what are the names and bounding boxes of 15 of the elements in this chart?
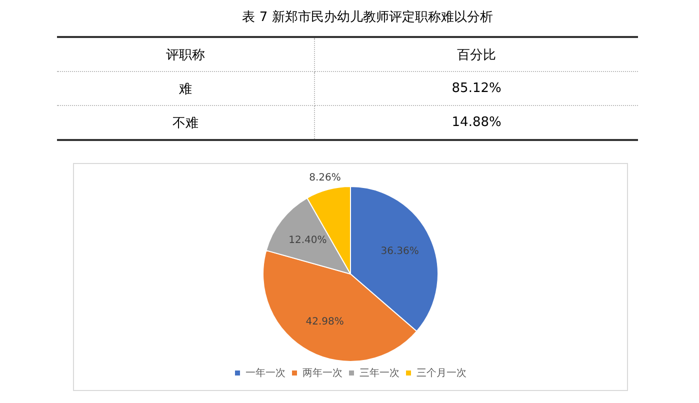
data-label: 14.88% xyxy=(314,106,638,140)
text: 评职称 xyxy=(57,37,315,72)
data-label: 85.12% xyxy=(314,72,638,106)
text: 百分比 xyxy=(314,37,638,72)
legend-label: 三个月一次 xyxy=(416,366,466,379)
data-label: 36.36% xyxy=(380,246,419,258)
legend-label: 一年一次 xyxy=(246,366,286,379)
legend-label: 两年一次 xyxy=(302,366,342,379)
data-label: 42.98% xyxy=(306,316,344,328)
category-label: 不难 xyxy=(57,106,315,140)
category-label: 难 xyxy=(57,72,315,106)
data-label: 12.40% xyxy=(288,235,327,246)
legend-label: 三年一次 xyxy=(360,366,400,379)
text: 表 7 新郑市民办幼儿教师评定职称难以分析 xyxy=(241,9,494,27)
data-label: 8.26% xyxy=(309,172,341,184)
